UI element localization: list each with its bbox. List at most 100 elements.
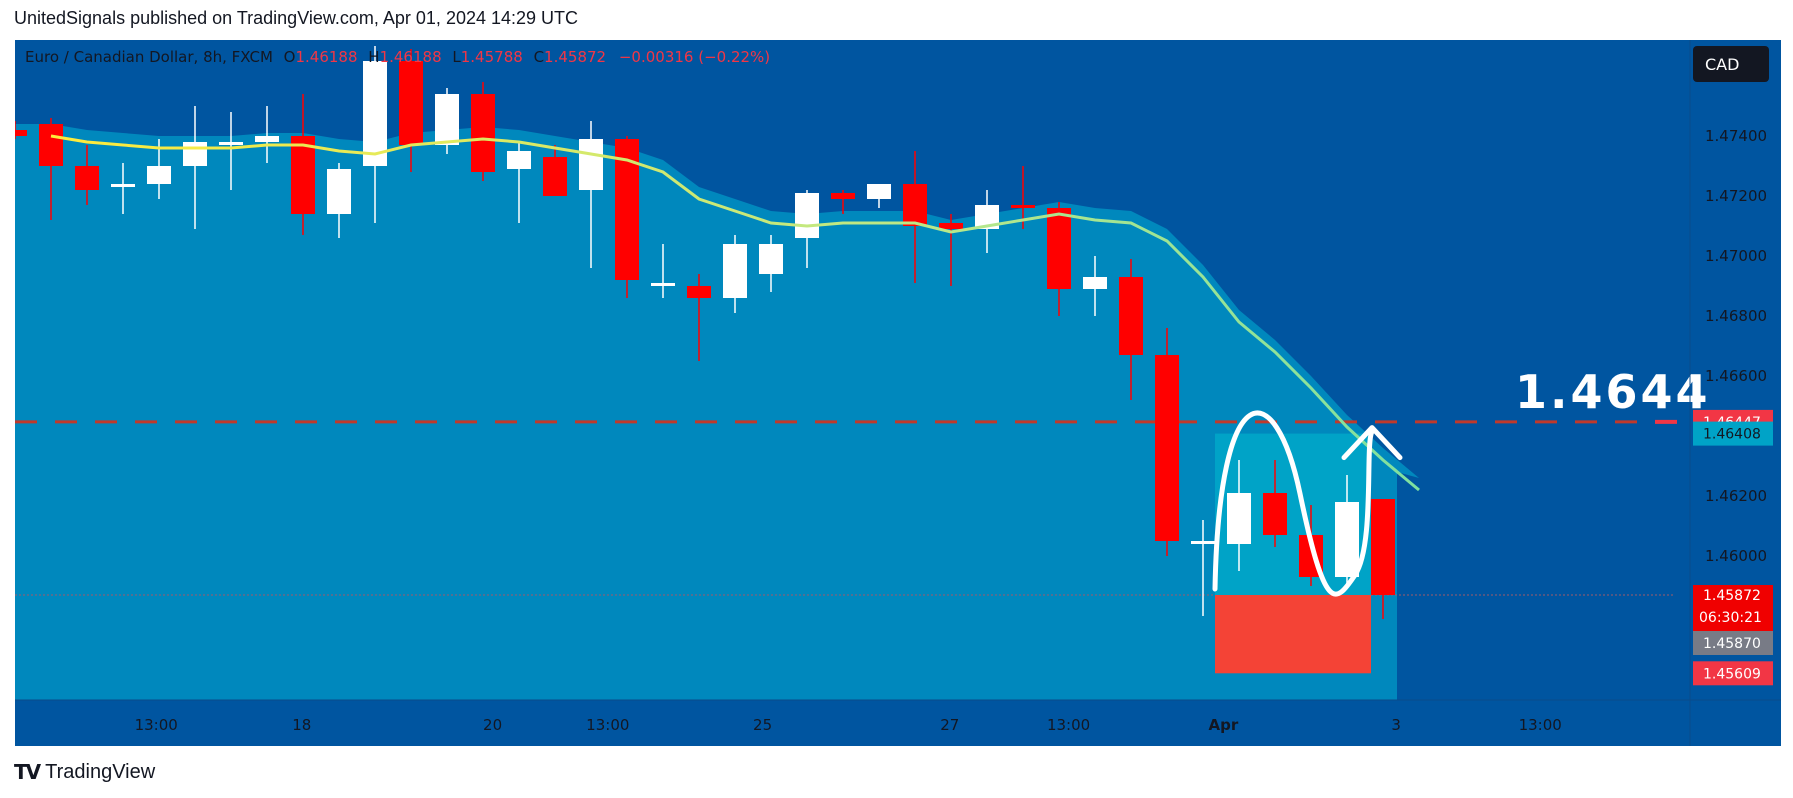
candle-body [1155, 355, 1179, 541]
candle [939, 214, 963, 286]
badge-position-top-bg [1693, 421, 1773, 446]
candle [1335, 475, 1359, 586]
candle-body [1011, 205, 1035, 208]
candle-body [1083, 277, 1107, 289]
candle-body [399, 61, 423, 145]
candle [111, 163, 135, 214]
badge-entry-bg [1693, 631, 1773, 655]
candle [831, 190, 855, 214]
candle-body [651, 283, 675, 286]
tradingview-logo-icon: TV [14, 760, 41, 784]
projection-curve [1212, 410, 1375, 597]
time-tick-label: 13:00 [135, 716, 178, 734]
badge-entry: 1.45870 [1703, 636, 1761, 652]
candle [543, 145, 567, 196]
candle [651, 244, 675, 298]
badge-countdown: 06:30:21 [1699, 610, 1762, 626]
footer-brand: TradingView [45, 760, 156, 783]
candle [1083, 256, 1107, 316]
price-tick-label: 1.46000 [1705, 547, 1767, 565]
candle-body [1335, 502, 1359, 577]
price-tick-label: 1.46800 [1705, 307, 1767, 325]
time-tick-label: 3 [1391, 716, 1401, 734]
candles-group [15, 46, 1395, 619]
candle [795, 190, 819, 268]
candle [15, 121, 27, 139]
price-badges: 1.46447 1.46408 1.45872 06:30:21 1.45870… [1693, 409, 1773, 686]
time-tick-label: 20 [483, 716, 502, 734]
time-tick-label: 13:00 [1047, 716, 1090, 734]
stop-zone [1215, 595, 1371, 674]
time-tick-label: 13:00 [586, 716, 629, 734]
legend-close: 1.45872 [544, 48, 606, 66]
target-price-label: 1.4644 [1515, 365, 1711, 419]
candle-body [147, 166, 171, 184]
price-tick-label: 1.47400 [1705, 127, 1767, 145]
candle [255, 106, 279, 163]
legend-high-label: H [368, 48, 379, 66]
price-tick-label: 1.47000 [1705, 247, 1767, 265]
candle [1371, 499, 1395, 619]
candle [1155, 328, 1179, 556]
candle [75, 145, 99, 205]
candle-body [111, 184, 135, 187]
candle-body [543, 157, 567, 196]
candle [615, 136, 639, 298]
candle [363, 46, 387, 223]
price-axis[interactable]: 1.47400 1.47200 1.47000 1.46800 1.46600 1.462… [1705, 127, 1767, 565]
candle [507, 142, 531, 223]
candle-body [219, 142, 243, 145]
candle-body [867, 184, 891, 199]
legend-symbol: Euro / Canadian Dollar, 8h, FXCM [25, 48, 273, 66]
legend-row: Euro / Canadian Dollar, 8h, FXCM O1.4618… [25, 48, 770, 66]
candle-body [327, 169, 351, 214]
candle-body [903, 184, 927, 226]
badge-last-bg [1693, 585, 1773, 631]
candle-body [579, 139, 603, 190]
candle-body [507, 151, 531, 169]
footer: TV TradingView [14, 760, 155, 784]
legend-open: 1.46188 [295, 48, 357, 66]
candle [867, 184, 891, 208]
candle [1263, 460, 1287, 547]
currency-badge-label: CAD [1705, 55, 1739, 74]
candle [903, 151, 927, 283]
candle [327, 163, 351, 238]
price-tick-label: 1.46200 [1705, 487, 1767, 505]
price-tick-label: 1.46600 [1705, 367, 1767, 385]
legend-close-label: C [534, 48, 544, 66]
chart-panel[interactable]: 1.4644 Euro / Canadian Dollar, 8h, FXCM … [15, 40, 1781, 746]
candle-body [1371, 499, 1395, 595]
moving-average-line [50, 134, 1420, 492]
badge-stop: 1.45609 [1703, 666, 1761, 682]
legend-low-label: L [452, 48, 461, 66]
candle [723, 235, 747, 313]
candlestick-chart[interactable]: 1.4644 Euro / Canadian Dollar, 8h, FXCM … [15, 40, 1781, 746]
badge-last-price: 1.45872 [1703, 588, 1761, 604]
time-tick-label: 18 [292, 716, 311, 734]
time-tick-label: 25 [753, 716, 772, 734]
candle-body [939, 223, 963, 229]
candle-body [363, 61, 387, 166]
candle-body [1047, 208, 1071, 289]
candle-body [291, 136, 315, 214]
time-tick-label: 13:00 [1519, 716, 1562, 734]
time-axis[interactable]: 13:00 18 20 13:00 25 27 13:00 Apr 3 13:00 [135, 716, 1562, 734]
candle-body [831, 193, 855, 199]
candle [291, 94, 315, 235]
candle [1191, 520, 1215, 616]
candle-body [471, 94, 495, 172]
candle-body [435, 94, 459, 145]
candle-body [759, 244, 783, 274]
svg-text:Euro / Canadian Dollar, 8h, F: Euro / Canadian Dollar, 8h, FXCM O1.4618… [25, 48, 770, 66]
candle [471, 82, 495, 181]
currency-badge[interactable]: CAD [1693, 46, 1769, 82]
candle [687, 274, 711, 361]
candle [759, 235, 783, 292]
legend-change: −0.00316 (−0.22%) [619, 48, 770, 66]
candle-body [1263, 493, 1287, 535]
legend-low: 1.45788 [461, 48, 523, 66]
arrow-head-icon [1341, 425, 1403, 461]
candle [1227, 460, 1251, 571]
candle-body [1227, 493, 1251, 544]
